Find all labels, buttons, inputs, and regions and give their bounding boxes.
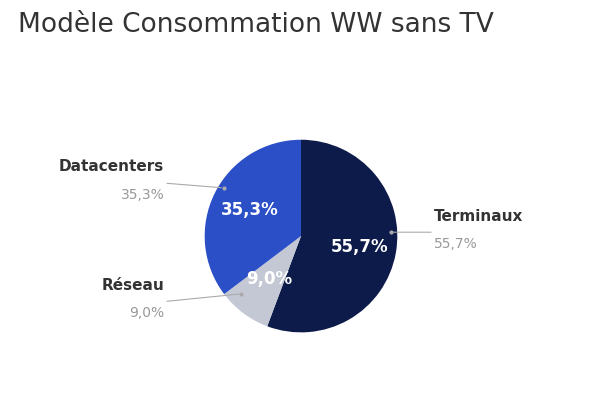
Wedge shape bbox=[205, 140, 301, 294]
Text: 9,0%: 9,0% bbox=[246, 269, 293, 287]
Wedge shape bbox=[267, 140, 397, 333]
Text: Réseau: Réseau bbox=[102, 278, 164, 293]
Text: Modèle Consommation WW sans TV: Modèle Consommation WW sans TV bbox=[18, 12, 494, 38]
Text: 35,3%: 35,3% bbox=[120, 188, 164, 202]
Wedge shape bbox=[224, 236, 301, 326]
Text: 55,7%: 55,7% bbox=[331, 238, 388, 256]
Text: Terminaux: Terminaux bbox=[434, 208, 523, 223]
Text: Datacenters: Datacenters bbox=[59, 160, 164, 175]
Text: 55,7%: 55,7% bbox=[434, 237, 477, 251]
Text: 35,3%: 35,3% bbox=[220, 201, 278, 219]
Text: 9,0%: 9,0% bbox=[129, 306, 164, 320]
